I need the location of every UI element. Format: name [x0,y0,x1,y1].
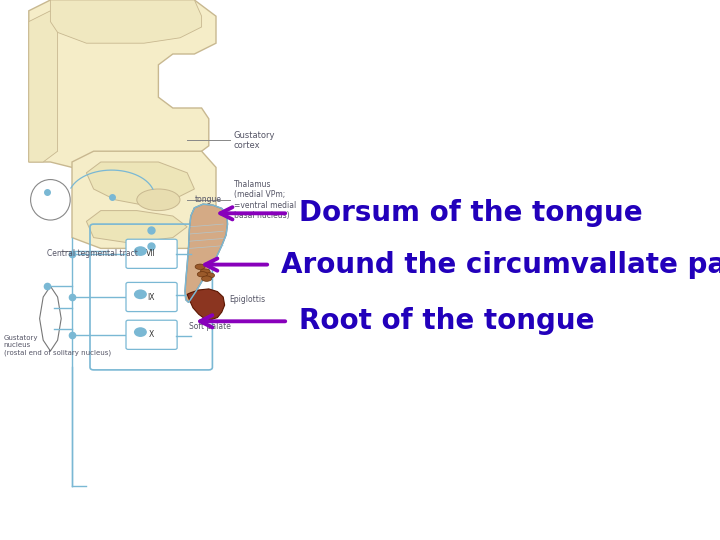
Text: VII: VII [146,249,156,258]
Polygon shape [86,211,187,243]
Text: Gustatory
cortex: Gustatory cortex [234,131,276,150]
Text: Central tegmental tract: Central tegmental tract [47,249,138,258]
Text: X: X [148,330,154,339]
Circle shape [134,289,147,299]
Polygon shape [29,0,216,167]
Polygon shape [29,11,58,162]
Polygon shape [185,204,228,302]
Polygon shape [40,286,61,351]
Text: Soft palate: Soft palate [189,322,230,331]
Ellipse shape [137,189,180,211]
Circle shape [134,327,147,337]
Circle shape [134,246,147,256]
Ellipse shape [31,179,71,220]
Ellipse shape [197,272,207,277]
FancyBboxPatch shape [126,239,177,268]
Polygon shape [187,289,225,320]
Polygon shape [86,162,194,205]
Polygon shape [72,151,216,248]
Ellipse shape [202,276,212,281]
Text: Root of the tongue: Root of the tongue [299,307,594,335]
Ellipse shape [200,269,210,274]
Ellipse shape [195,264,205,269]
Text: Epiglottis: Epiglottis [229,295,265,304]
Text: IX: IX [148,293,155,301]
Text: Gustatory
nucleus
(rostal end of solitary nucleus): Gustatory nucleus (rostal end of solitar… [4,335,111,356]
Text: Around the circumvallate papillae: Around the circumvallate papillae [281,251,720,279]
Polygon shape [50,0,202,43]
FancyBboxPatch shape [126,320,177,349]
Text: tongue: tongue [194,195,222,204]
Text: Dorsum of the tongue: Dorsum of the tongue [299,199,642,227]
Text: Thalamus
(medial VPm;
=ventral medial
basal nucleus): Thalamus (medial VPm; =ventral medial ba… [234,180,296,220]
Ellipse shape [204,273,215,278]
FancyBboxPatch shape [126,282,177,312]
